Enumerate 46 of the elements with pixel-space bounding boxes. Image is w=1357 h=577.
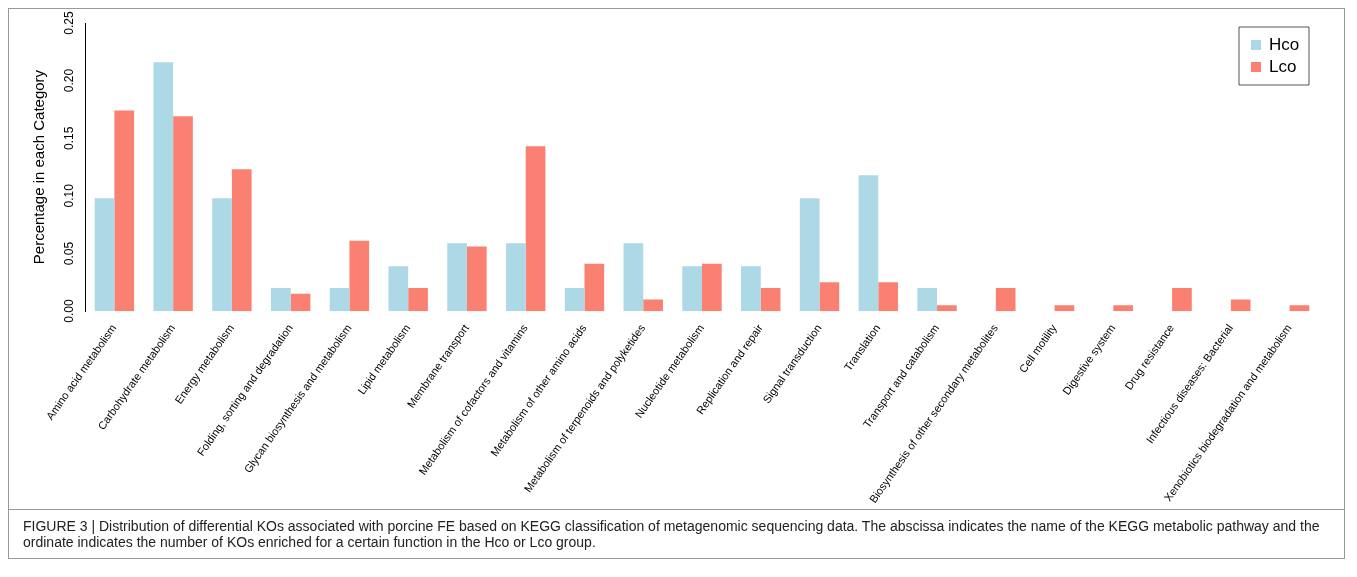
bar [623,243,644,312]
bar [741,266,761,312]
bar [270,288,291,312]
bar [643,299,663,312]
legend-label: Hco [1269,34,1300,54]
bar [349,240,370,312]
bar [1172,288,1192,312]
bar [329,288,350,312]
bar [564,288,585,312]
y-tick-label: 0.15 [62,126,77,150]
bar [1230,299,1251,312]
bar [858,175,879,312]
bar [525,146,546,312]
bar [114,110,135,312]
bar [212,198,232,312]
bar [94,198,115,312]
bar [388,266,409,312]
y-tick-label: 0.00 [62,299,77,323]
bar [231,169,252,312]
bar [506,243,526,312]
bar [682,266,702,312]
bar [447,243,467,312]
caption: FIGURE 3 | Distribution of differential KOs associated with porcine FE based on KEGG classification of metagenomic sequencing data. The abscissa indicates the name of the KEGG metabolic pathway and the ordinate indicates the number of KOs enriched for a certain function in the Hco or Lco group. [9,509,1344,558]
bar [1054,305,1075,312]
bar [1113,305,1134,312]
bar [173,116,193,312]
y-tick-label: 0.20 [62,68,77,93]
bar [702,263,722,312]
bar [819,282,840,312]
bar [995,288,1016,312]
y-tick-label: 0.05 [62,241,77,266]
bar [799,198,820,312]
legend-label: Lco [1269,56,1297,76]
bar [290,293,311,312]
bar [760,288,781,312]
bar [917,288,938,312]
y-tick-label: 0.10 [62,183,77,208]
bar [878,282,898,312]
bar [1289,305,1310,312]
bar [466,246,487,312]
bar [153,62,174,312]
bar [408,288,428,312]
bar [584,263,605,312]
y-axis-title: Percentage in each Category [30,69,48,265]
y-tick-label: 0.25 [62,11,77,35]
bar [937,305,957,312]
